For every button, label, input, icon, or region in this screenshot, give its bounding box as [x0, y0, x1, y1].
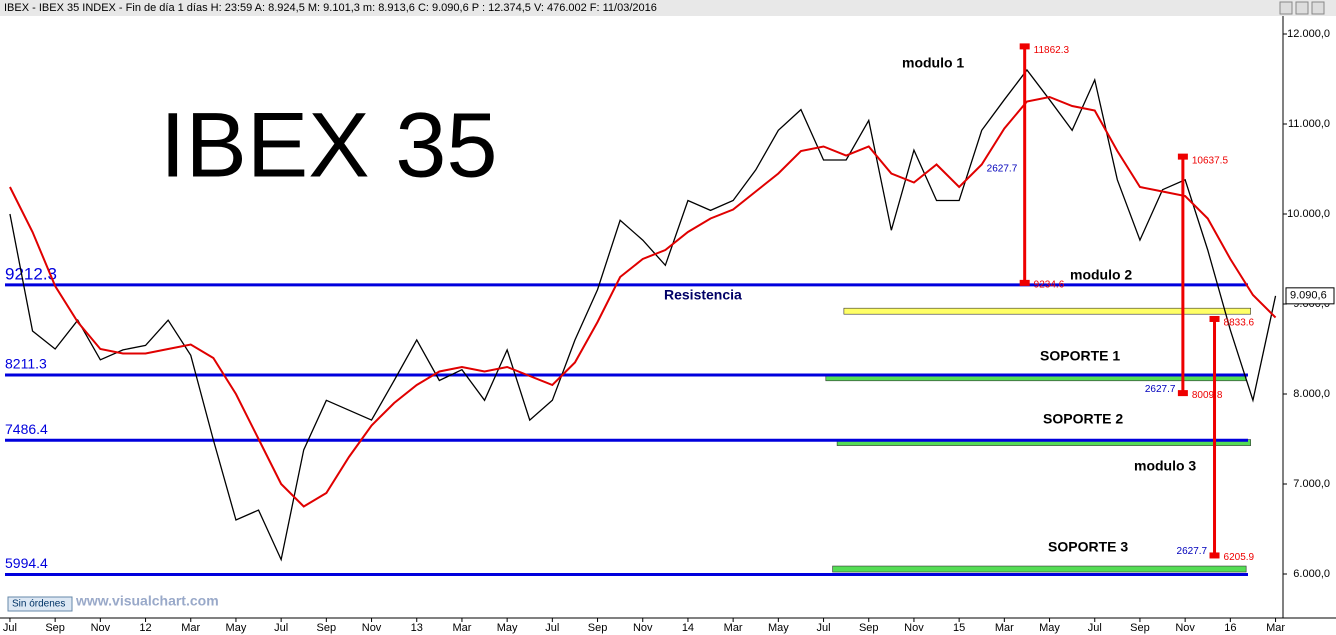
measure-cap	[1019, 279, 1030, 286]
x-tick-label: Mar	[1266, 622, 1285, 634]
support-band	[832, 565, 1247, 573]
level-label: 5994.4	[5, 555, 48, 571]
last-price-box	[1285, 287, 1335, 305]
last-price-label: 9.090,6	[1290, 290, 1327, 302]
x-tick-label: Sep	[588, 622, 608, 634]
y-tick-label: 6.000,0	[1293, 568, 1330, 580]
measure-label: 11862.3	[1034, 45, 1070, 56]
note: modulo 3	[1134, 458, 1196, 474]
y-tick-label: 11.000,0	[1288, 118, 1330, 130]
x-tick-label: Sep	[45, 622, 65, 634]
x-tick-label: 14	[682, 622, 694, 634]
header: IBEX - IBEX 35 INDEX - Fin de día 1 días…	[4, 2, 657, 14]
note: modulo 2	[1070, 267, 1132, 283]
x-tick-label: May	[1039, 622, 1060, 634]
x-tick-label: Sep	[1130, 622, 1150, 634]
range-label: 2627.7	[987, 164, 1018, 175]
x-tick-label: Jul	[1088, 622, 1102, 634]
measure-label: 8009.8	[1192, 390, 1223, 401]
measure-cap	[1177, 153, 1188, 160]
price-line	[9, 68, 1277, 562]
y-tick-label: 7.000,0	[1293, 478, 1330, 490]
note: SOPORTE 1	[1040, 348, 1120, 364]
measure-label: 8833.6	[1224, 318, 1255, 329]
x-tick-label: May	[497, 622, 518, 634]
window-button[interactable]	[1279, 1, 1293, 15]
chart-title: IBEX 35	[160, 94, 498, 196]
x-tick-label: Nov	[1175, 622, 1195, 634]
x-tick-label: Nov	[904, 622, 924, 634]
x-tick-label: 13	[411, 622, 423, 634]
support-band	[843, 307, 1251, 315]
note: Resistencia	[664, 287, 742, 303]
range-label: 2627.7	[1177, 546, 1208, 557]
x-tick-label: Jul	[545, 622, 559, 634]
x-tick-label: Jul	[274, 622, 288, 634]
measure-cap	[1209, 315, 1220, 322]
x-tick-label: Nov	[91, 622, 111, 634]
x-tick-label: Sep	[317, 622, 337, 634]
x-tick-label: 12	[139, 622, 151, 634]
x-tick-label: Sep	[859, 622, 879, 634]
average-line	[9, 95, 1277, 508]
measure-label: 6205.9	[1224, 552, 1255, 563]
window-button[interactable]	[1311, 1, 1325, 15]
level-label: 7486.4	[5, 421, 48, 437]
x-tick-label: 15	[953, 622, 965, 634]
brand: www.visualchart.com	[75, 593, 219, 609]
x-tick-label: Nov	[362, 622, 382, 634]
note: modulo 1	[902, 55, 964, 71]
measure-cap	[1019, 43, 1030, 50]
x-tick-label: May	[768, 622, 789, 634]
x-tick-label: Mar	[181, 622, 200, 634]
measure-label: 10637.5	[1192, 155, 1229, 166]
x-tick-label: Mar	[724, 622, 743, 634]
note: SOPORTE 3	[1048, 539, 1128, 555]
measure-cap	[1209, 552, 1220, 559]
level-label: 8211.3	[5, 356, 47, 372]
x-tick-label: Jul	[3, 622, 17, 634]
x-tick-label: Jul	[817, 622, 831, 634]
measure-cap	[1177, 390, 1188, 397]
y-tick-label: 10.000,0	[1287, 208, 1330, 220]
x-tick-label: May	[226, 622, 247, 634]
status-box[interactable]	[7, 596, 73, 612]
note: SOPORTE 2	[1043, 411, 1123, 427]
y-tick-label: 8.000,0	[1293, 388, 1330, 400]
status: Sin órdenes	[12, 599, 65, 610]
header-bar	[0, 0, 1336, 16]
window-button[interactable]	[1295, 1, 1309, 15]
x-tick-label: Nov	[633, 622, 653, 634]
range-label: 2627.7	[1145, 384, 1176, 395]
y-tick-label: 12.000,0	[1287, 28, 1330, 40]
x-tick-label: Mar	[995, 622, 1014, 634]
measure-label: 9234.6	[1034, 280, 1065, 291]
level-label: 9212.3	[5, 264, 57, 283]
x-tick-label: 16	[1224, 622, 1236, 634]
x-tick-label: Mar	[452, 622, 471, 634]
